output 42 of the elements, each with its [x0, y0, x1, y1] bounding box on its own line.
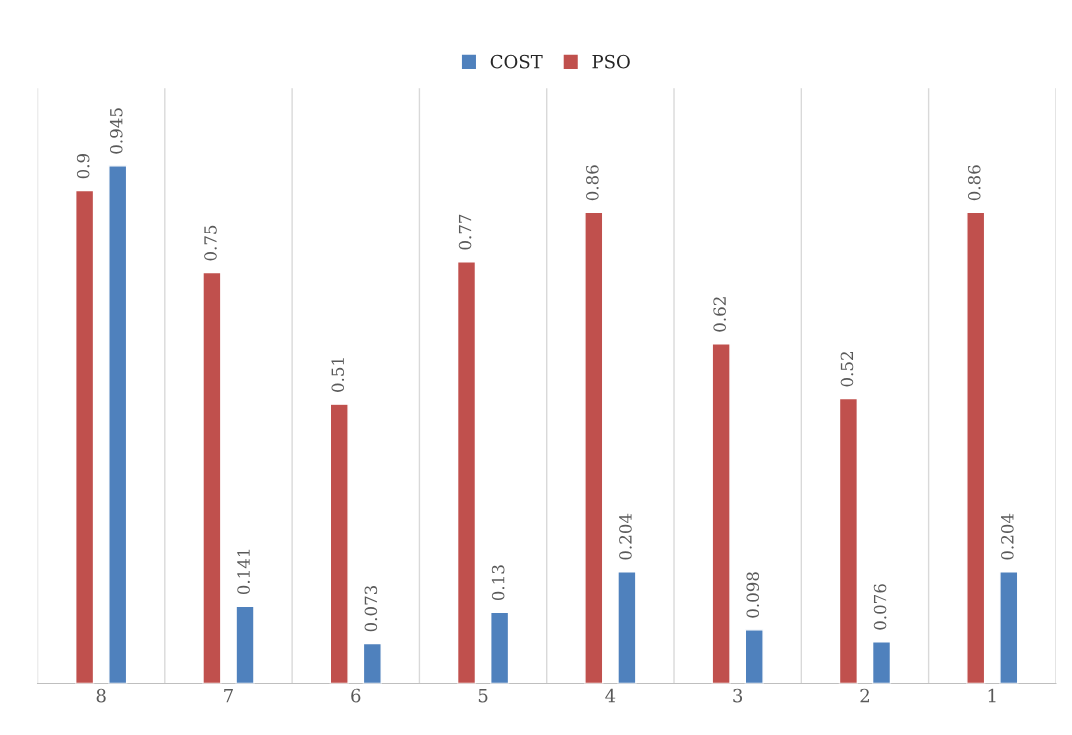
legend-label: COST — [490, 54, 543, 69]
bar — [329, 403, 349, 684]
data-label: 0.141 — [237, 549, 250, 595]
legend-label: PSO — [592, 54, 630, 69]
data-label: 0.75 — [204, 225, 217, 261]
x-tick-label: 6 — [351, 688, 361, 703]
data-label: 0.86 — [586, 165, 599, 201]
data-label: 0.51 — [331, 358, 345, 392]
bar — [362, 642, 382, 684]
x-tick-label: 8 — [96, 688, 106, 703]
x-tick-label: 1 — [988, 688, 996, 703]
data-label: 0.073 — [364, 585, 378, 632]
x-tick-label: 4 — [605, 688, 616, 703]
bar — [871, 641, 892, 684]
data-label: 0.52 — [840, 352, 854, 387]
x-tick-label: 2 — [860, 688, 869, 703]
data-label: 0.77 — [458, 214, 472, 250]
x-tick-label: 3 — [733, 688, 743, 703]
bar — [456, 261, 477, 684]
bar — [108, 165, 128, 684]
data-label: 0.9 — [76, 154, 90, 179]
bar — [966, 211, 986, 684]
bar — [617, 571, 637, 684]
data-label: 0.62 — [713, 297, 726, 332]
bar — [202, 271, 222, 684]
bar — [744, 629, 764, 684]
bar — [584, 211, 604, 684]
data-label: 0.204 — [619, 513, 632, 560]
bar — [490, 611, 510, 684]
x-tick-label: 7 — [224, 688, 233, 703]
bar — [838, 397, 859, 684]
bar — [711, 343, 731, 684]
bar — [75, 189, 95, 684]
data-label: 0.13 — [491, 565, 505, 601]
data-label: 0.098 — [746, 572, 760, 618]
data-label: 0.86 — [967, 165, 981, 201]
x-tick-label: 5 — [478, 688, 488, 703]
data-label: 0.076 — [873, 584, 887, 630]
data-label: 0.945 — [109, 108, 123, 154]
bar — [999, 571, 1019, 684]
bar — [235, 605, 255, 684]
data-label: 0.204 — [1001, 513, 1014, 560]
